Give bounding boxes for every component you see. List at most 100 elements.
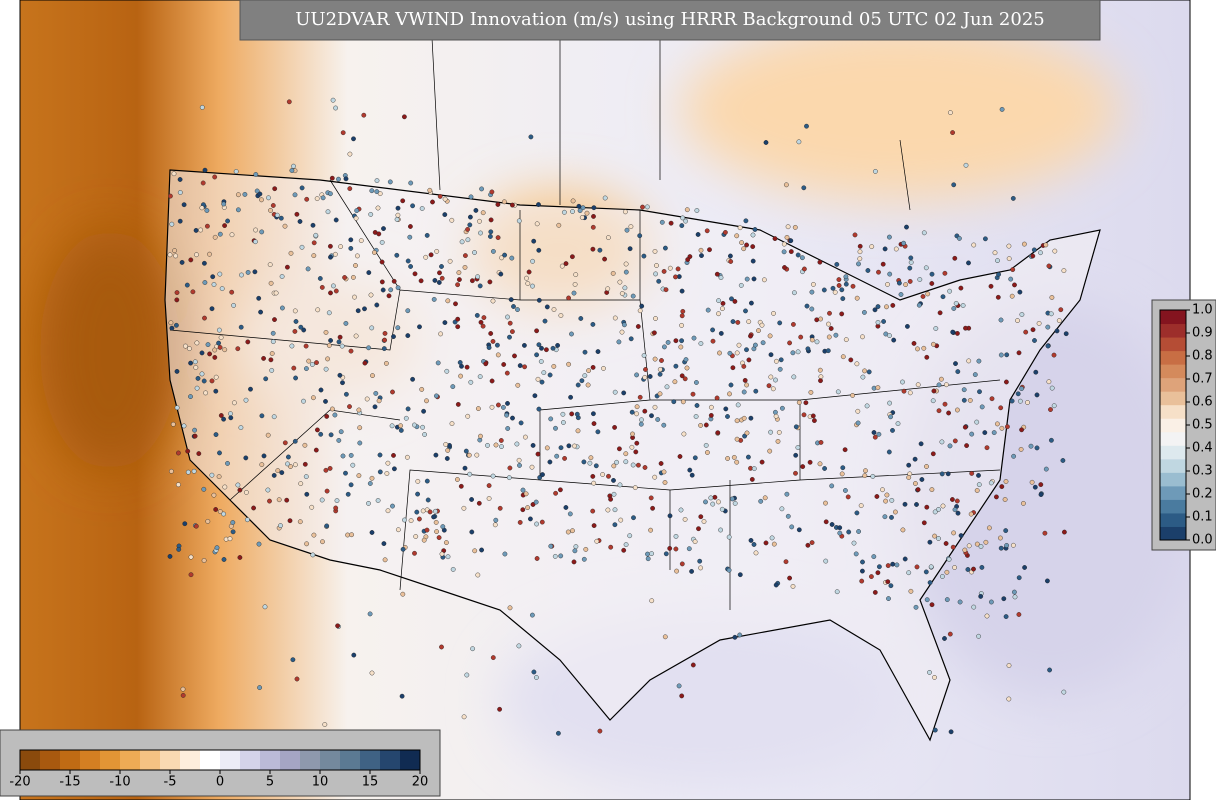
observation-dot [338, 244, 343, 250]
observation-dot [768, 374, 774, 380]
observation-dot [731, 454, 737, 460]
observation-dot [758, 498, 764, 504]
observation-dot [330, 283, 336, 289]
observation-dot [449, 421, 455, 426]
observation-dot [257, 191, 263, 197]
observation-dot [352, 294, 357, 300]
colorbar-segment [1160, 310, 1186, 325]
observation-dot [710, 501, 716, 507]
observation-dot [751, 542, 757, 547]
observation-dot [579, 215, 585, 220]
observation-dot [1038, 492, 1044, 497]
observation-dot [823, 558, 829, 564]
observation-dot [800, 464, 806, 469]
observation-dot [398, 427, 404, 433]
observation-dot [472, 548, 478, 554]
observation-dot [414, 509, 420, 515]
observation-dot [624, 227, 630, 233]
observation-dot [213, 432, 219, 437]
observation-dot [679, 322, 684, 328]
observation-dot [345, 532, 350, 538]
observation-dot [228, 411, 233, 417]
observation-dot [1006, 256, 1012, 261]
observation-dot [654, 263, 659, 268]
observation-dot [269, 351, 275, 356]
observation-dot [695, 232, 701, 237]
observation-dot [1038, 250, 1043, 256]
observation-dot [632, 485, 638, 490]
observation-dot [476, 500, 482, 506]
colorbar-segment [1160, 445, 1186, 460]
observation-dot [218, 413, 224, 418]
observation-dot [750, 232, 756, 238]
observation-dot [788, 238, 794, 244]
observation-dot [821, 287, 827, 293]
observation-dot [468, 379, 474, 385]
observation-dot [313, 447, 319, 453]
observation-dot [324, 488, 330, 494]
observation-dot [294, 211, 300, 217]
observation-dot [202, 280, 208, 285]
observation-dot [434, 529, 439, 534]
observation-dot [348, 237, 354, 243]
observation-dot [400, 591, 406, 597]
observation-dot [520, 487, 526, 493]
observation-dot [717, 350, 722, 356]
observation-dot [602, 195, 608, 201]
observation-dot [719, 506, 725, 512]
observation-dot [897, 280, 902, 286]
observation-dot [694, 403, 700, 408]
observation-dot [681, 431, 687, 437]
observation-dot [367, 611, 373, 617]
observation-dot [661, 469, 667, 475]
observation-dot [542, 318, 548, 324]
observation-dot [955, 407, 960, 413]
observation-dot [539, 345, 544, 351]
observation-dot [921, 520, 927, 526]
observation-dot [201, 260, 207, 266]
observation-dot [327, 191, 333, 197]
observation-dot [982, 430, 988, 435]
observation-dot [494, 342, 500, 348]
colorbar-tick-label: 0.3 [1192, 464, 1213, 479]
observation-dot [245, 339, 251, 345]
observation-dot [1003, 528, 1009, 533]
observation-dot [748, 415, 754, 421]
observation-dot [807, 459, 813, 465]
observation-dot [292, 462, 298, 468]
observation-dot [792, 290, 797, 296]
observation-dot [1061, 689, 1067, 695]
observation-dot [304, 491, 310, 497]
observation-dot [458, 483, 464, 489]
observation-dot [619, 329, 625, 335]
observation-dot [843, 337, 849, 342]
observation-dot [572, 443, 577, 449]
observation-dot [231, 302, 237, 308]
observation-dot [475, 274, 480, 280]
observation-dot [684, 207, 690, 213]
observation-dot [795, 349, 801, 355]
observation-dot [689, 472, 695, 478]
observation-dot [936, 506, 941, 512]
observation-dot [642, 408, 648, 414]
observation-dot [850, 392, 855, 398]
observation-dot [796, 527, 802, 533]
observation-dot [292, 438, 298, 444]
observation-dot [708, 495, 714, 501]
observation-dot [907, 278, 913, 284]
observation-dot [210, 274, 216, 280]
observation-dot [262, 604, 268, 610]
observation-dot [1030, 253, 1036, 259]
observation-dot [332, 412, 338, 418]
observation-dot [177, 218, 183, 224]
observation-dot [315, 307, 321, 313]
observation-dot [1010, 267, 1016, 272]
observation-dot [835, 389, 841, 395]
observation-dot [737, 572, 743, 578]
observation-dot [828, 326, 834, 331]
observation-dot [506, 475, 512, 480]
observation-dot [548, 416, 554, 422]
observation-dot [814, 317, 820, 323]
observation-dot [390, 503, 395, 509]
observation-dot [839, 311, 845, 317]
